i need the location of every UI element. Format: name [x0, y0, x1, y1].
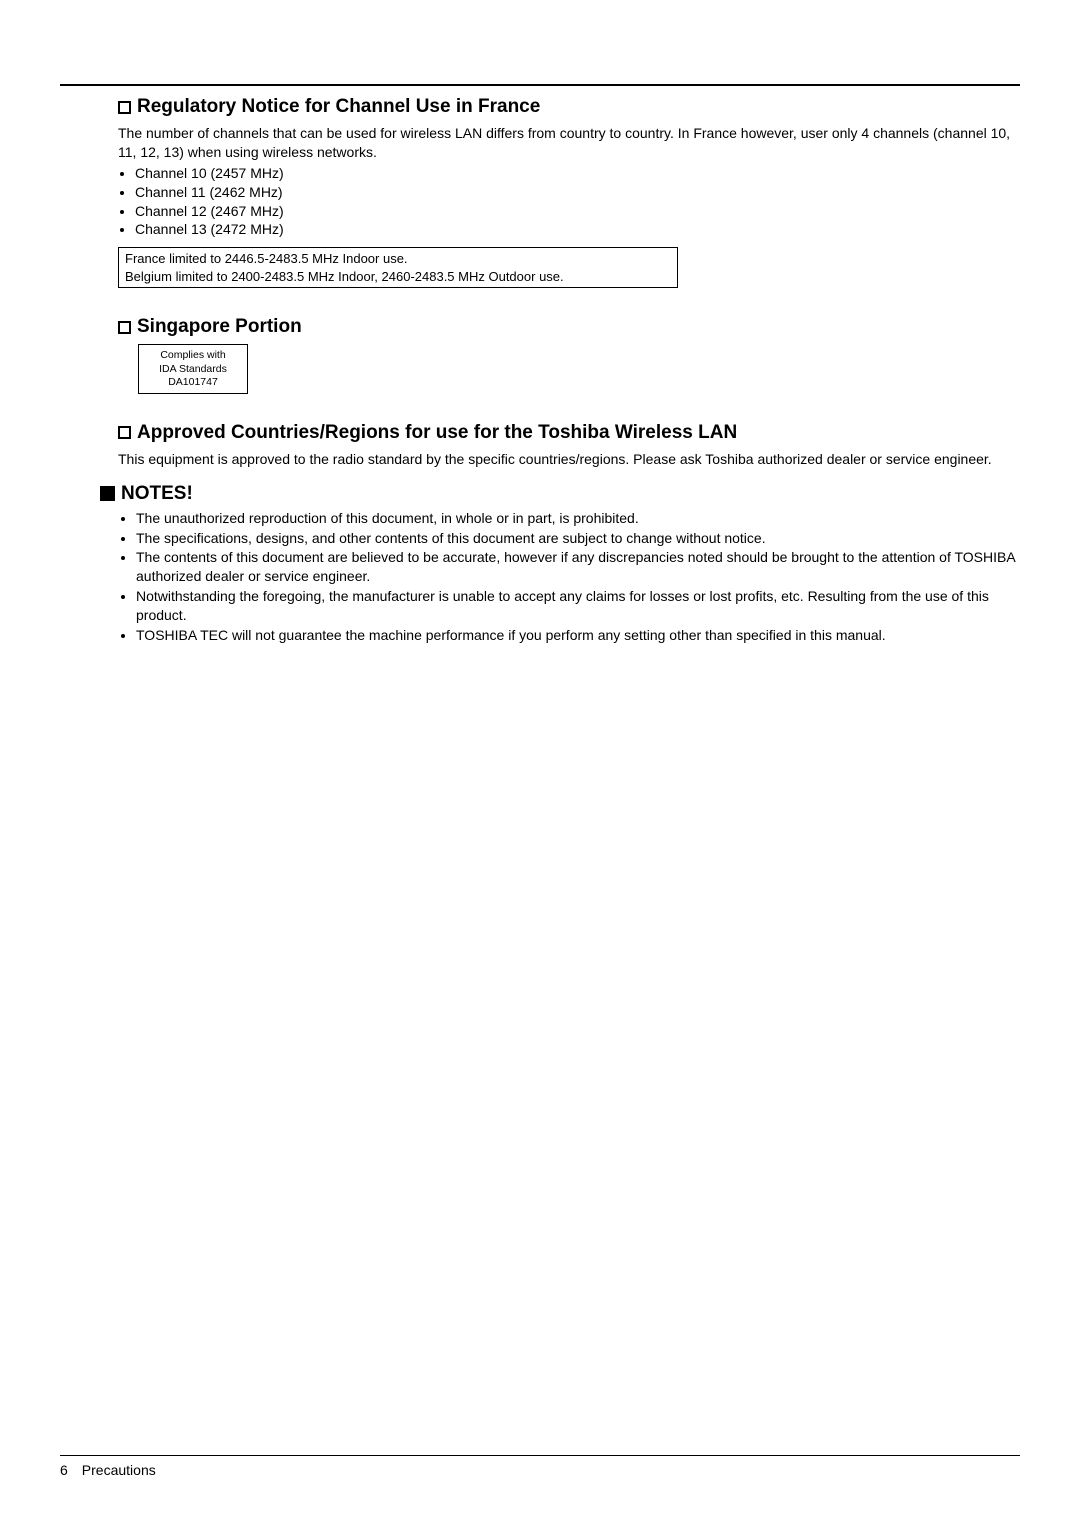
footer-text: 6 Precautions — [60, 1462, 1020, 1478]
notes-list: The unauthorized reproduction of this do… — [118, 509, 1020, 645]
top-rule — [60, 84, 1020, 86]
france-intro: The number of channels that can be used … — [118, 124, 1020, 162]
heading-notes: NOTES! — [100, 483, 1020, 505]
heading-france: Regulatory Notice for Channel Use in Fra… — [118, 96, 1020, 118]
heading-notes-text: NOTES! — [121, 483, 193, 505]
footer-label: Precautions — [82, 1462, 156, 1478]
heading-approved: Approved Countries/Regions for use for t… — [118, 422, 1020, 444]
france-limits-box: France limited to 2446.5-2483.5 MHz Indo… — [118, 247, 678, 288]
heading-singapore-text: Singapore Portion — [137, 316, 302, 338]
box-row: DA101747 — [141, 376, 245, 389]
singapore-compliance-box: Complies with IDA Standards DA101747 — [138, 344, 248, 393]
box-row: IDA Standards — [141, 363, 245, 376]
list-item: Channel 10 (2457 MHz) — [135, 164, 1020, 183]
filled-square-icon — [100, 486, 115, 501]
list-item: TOSHIBA TEC will not guarantee the machi… — [136, 626, 1020, 645]
page-footer: 6 Precautions — [60, 1455, 1020, 1478]
list-item: The contents of this document are believ… — [136, 548, 1020, 586]
list-item: The specifications, designs, and other c… — [136, 529, 1020, 548]
list-item: The unauthorized reproduction of this do… — [136, 509, 1020, 528]
spacer — [60, 288, 1020, 316]
heading-approved-text: Approved Countries/Regions for use for t… — [137, 422, 737, 444]
checkbox-icon — [118, 426, 131, 439]
checkbox-icon — [118, 321, 131, 334]
heading-singapore: Singapore Portion — [118, 316, 1020, 338]
page-number: 6 — [60, 1462, 68, 1478]
list-item: Channel 11 (2462 MHz) — [135, 183, 1020, 202]
footer-rule — [60, 1455, 1020, 1456]
list-item: Notwithstanding the foregoing, the manuf… — [136, 587, 1020, 625]
box-row: Complies with — [141, 349, 245, 362]
france-channel-list: Channel 10 (2457 MHz) Channel 11 (2462 M… — [118, 164, 1020, 240]
box-row: Belgium limited to 2400-2483.5 MHz Indoo… — [125, 268, 671, 286]
list-item: Channel 12 (2467 MHz) — [135, 202, 1020, 221]
page-root: Regulatory Notice for Channel Use in Fra… — [0, 0, 1080, 1528]
spacer — [60, 394, 1020, 422]
box-row: France limited to 2446.5-2483.5 MHz Indo… — [125, 250, 671, 268]
checkbox-icon — [118, 101, 131, 114]
approved-body: This equipment is approved to the radio … — [118, 450, 1020, 469]
heading-france-text: Regulatory Notice for Channel Use in Fra… — [137, 96, 540, 118]
list-item: Channel 13 (2472 MHz) — [135, 220, 1020, 239]
